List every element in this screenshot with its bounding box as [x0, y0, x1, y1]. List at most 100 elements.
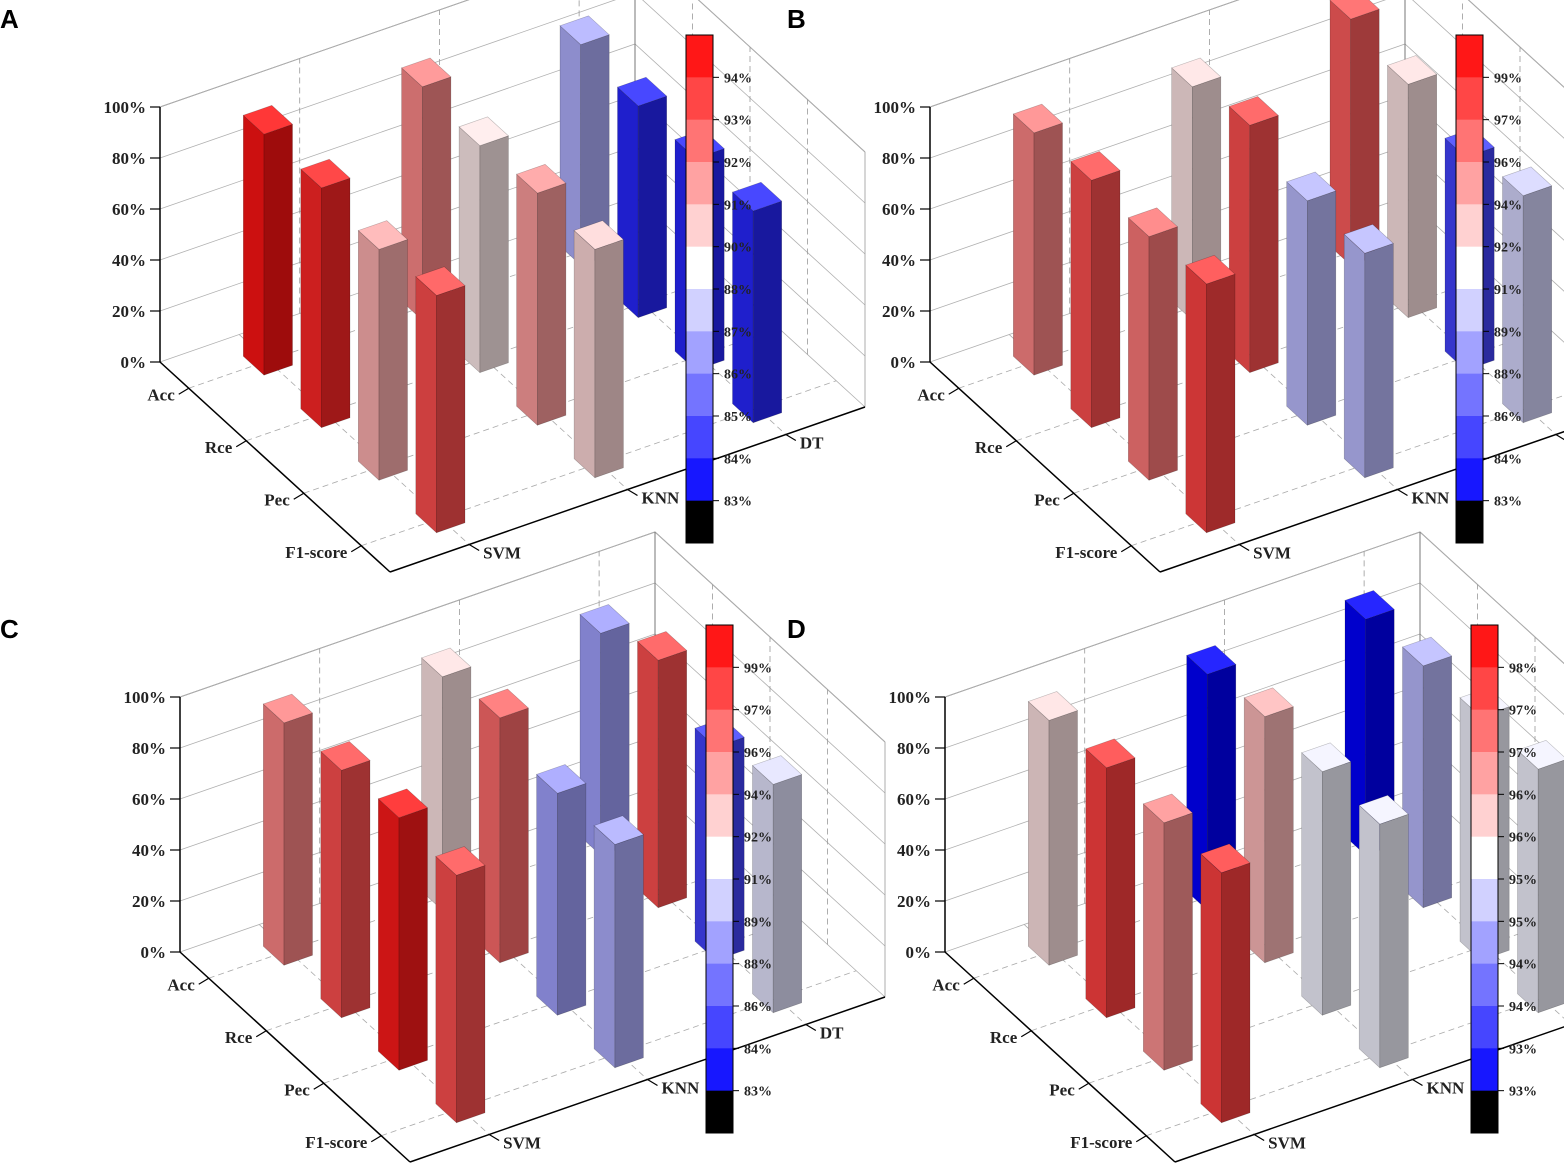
colorbar-tick-label: 96%: [1494, 156, 1522, 171]
colorbar-tick-label: 97%: [1494, 114, 1522, 129]
colorbar-segment: [1456, 35, 1483, 78]
bar-face-right: [1407, 73, 1437, 319]
bar-face-right: [321, 177, 351, 429]
colorbar-segment: [686, 162, 713, 205]
colorbar-segment: [1471, 921, 1498, 965]
bar-knn-f1-score: [1343, 224, 1394, 479]
classifier-tick-mark: [468, 543, 480, 552]
bar-svm-acc: [1027, 691, 1079, 966]
classifier-label-svm: SVM: [483, 544, 521, 563]
colorbar-segment: [1471, 1048, 1498, 1092]
metric-axis-line: [929, 361, 1161, 573]
colorbar-tick-label: 88%: [724, 283, 752, 298]
bar-face-top: [536, 764, 587, 794]
bar-knn-f1-score: [573, 220, 624, 479]
bar-face-right: [537, 182, 567, 426]
bar-face-left: [1085, 748, 1107, 1019]
bar-dt-acc: [559, 15, 610, 266]
classifier-label-dt: DT: [800, 434, 824, 453]
bar-face-left: [300, 168, 322, 429]
bar-svm-pec: [1127, 207, 1179, 481]
z-tick-label: 60%: [112, 200, 146, 219]
metric-tick-mark: [1005, 440, 1017, 448]
bars-C: [262, 604, 803, 1124]
z-gridline: [929, 0, 1564, 108]
colorbar-segment: [706, 1048, 733, 1092]
bar-face-top: [1127, 207, 1179, 237]
colorbar-tick-label: 99%: [1494, 71, 1522, 86]
bar-face-top: [1186, 645, 1237, 675]
z-tick-label: 100%: [889, 688, 932, 707]
bar-face-top: [1228, 96, 1279, 126]
bar-face-top: [751, 755, 803, 785]
colorbar-tick-label: 94%: [744, 788, 772, 803]
metric-label-f1-score: F1-score: [305, 1133, 367, 1152]
z-tick-label: 60%: [882, 200, 916, 219]
colorbar-tick-label: 94%: [1509, 1000, 1537, 1015]
bar-face-top: [1171, 57, 1222, 88]
bar-face-top: [1401, 636, 1453, 667]
bar-svm-acc: [262, 693, 314, 966]
bar-face-top: [1243, 687, 1294, 717]
metric-label-rce: Rce: [990, 1028, 1018, 1047]
bar-face-top: [478, 688, 529, 719]
bar-face-top: [636, 631, 688, 661]
colorbar-segment: [1456, 289, 1483, 332]
z-tick-label: 100%: [124, 688, 167, 707]
z-tick-label: 40%: [897, 841, 931, 860]
colorbar-segment: [1471, 836, 1498, 880]
classifier-tick-mark: [1238, 543, 1250, 552]
bar-face-top: [1185, 254, 1236, 285]
z-axis-B: 0% 20% 40% 60% 80% 100% Acc Rce Pec F1-score SVM KN…: [874, 98, 1564, 573]
colorbar-tick-label: 90%: [724, 241, 752, 256]
z-tick-label: 0%: [906, 943, 932, 962]
colorbar-segment: [686, 331, 713, 375]
colorbar-tick-label: 92%: [744, 831, 772, 846]
bar-face-top: [1344, 590, 1395, 620]
colorbar-segment: [706, 879, 733, 922]
z-tick-label: 20%: [112, 302, 146, 321]
metric-label-f1-score: F1-score: [285, 543, 347, 562]
z-tick-label: 80%: [897, 739, 931, 758]
colorbar-segment: [1471, 794, 1498, 838]
bar-face-left: [1128, 217, 1150, 481]
colorbar-segment: [706, 1006, 733, 1049]
bar-face-left: [1028, 700, 1050, 966]
bar-dt-rce: [1401, 636, 1453, 909]
bar-face-right: [637, 95, 668, 319]
classifier-tick-mark: [785, 433, 797, 442]
bar-face-top: [242, 105, 294, 135]
bar-face-left: [1502, 176, 1524, 424]
bar-face-right: [1364, 242, 1394, 479]
colorbar-segment: [686, 35, 713, 78]
bar-face-left: [1012, 113, 1035, 376]
bar-dt-f1-score: [731, 181, 783, 424]
colorbar-segment: [706, 625, 733, 668]
z-gridline: [929, 0, 1564, 159]
colorbar-segment: [686, 458, 713, 502]
bar-face-right: [283, 712, 313, 966]
bar-face-left: [415, 275, 437, 534]
colorbar-segment: [1456, 204, 1483, 248]
bar-face-left: [1070, 160, 1092, 429]
bar-face-right: [1206, 273, 1236, 534]
bar-face-right: [1537, 759, 1564, 1014]
colorbar-tick-label: 97%: [1509, 704, 1537, 719]
colorbar-segment: [686, 289, 713, 332]
colorbar-tick-label: 86%: [1494, 410, 1522, 425]
panel-label-D: D: [787, 614, 806, 644]
colorbar-tick-label: 94%: [1494, 198, 1522, 213]
classifier-label-knn: KNN: [662, 1079, 701, 1098]
metric-tick-mark: [1120, 545, 1132, 553]
bar-face-top: [1012, 103, 1064, 134]
z-tick-label: 20%: [882, 302, 916, 321]
colorbar-segment: [1471, 752, 1498, 795]
classifier-label-svm: SVM: [1268, 1134, 1306, 1153]
classifier-tick-mark: [805, 1023, 817, 1032]
z-tick-label: 0%: [891, 353, 917, 372]
bar-dt-f1-score: [751, 755, 803, 1014]
bar-face-top: [616, 76, 668, 107]
bar-face-top: [516, 163, 567, 194]
colorbar-tick-label: 95%: [1509, 873, 1537, 888]
colorbar-tick-label: 93%: [1509, 1042, 1537, 1057]
